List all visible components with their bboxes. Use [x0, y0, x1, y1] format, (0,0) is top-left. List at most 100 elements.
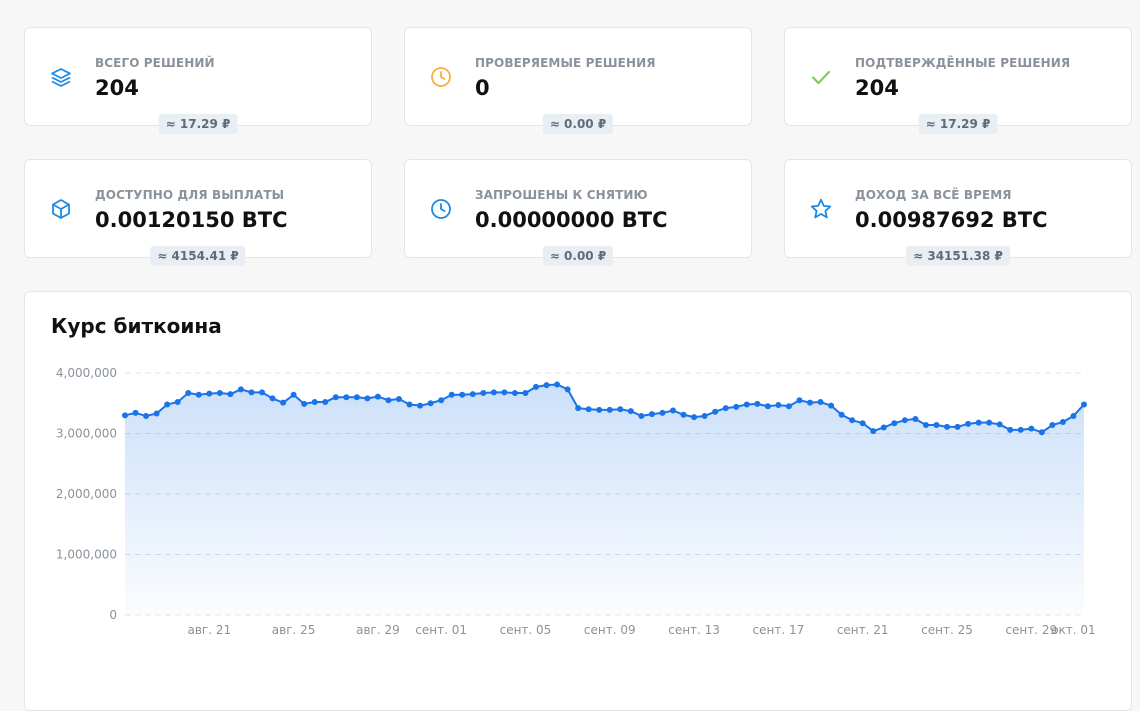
x-tick-label: авг. 29 [356, 623, 400, 637]
data-point[interactable] [480, 389, 487, 396]
data-point[interactable] [1038, 429, 1045, 436]
data-point[interactable] [965, 420, 972, 427]
stat-card-available-payout: ДОСТУПНО ДЛЯ ВЫПЛАТЫ 0.00120150 BTC ≈ 41… [24, 159, 372, 266]
data-point[interactable] [1049, 422, 1056, 429]
data-point[interactable] [722, 405, 729, 412]
data-point[interactable] [680, 411, 687, 418]
data-point[interactable] [891, 420, 898, 427]
data-point[interactable] [543, 382, 550, 389]
chart-title: Курс биткоина [51, 314, 222, 338]
data-point[interactable] [670, 407, 676, 414]
data-point[interactable] [712, 408, 719, 415]
data-point[interactable] [185, 389, 192, 396]
data-point[interactable] [501, 389, 508, 396]
data-point[interactable] [427, 400, 434, 407]
data-point[interactable] [585, 406, 592, 413]
data-point[interactable] [301, 400, 308, 407]
data-point[interactable] [575, 405, 582, 412]
data-point[interactable] [986, 419, 993, 426]
data-point[interactable] [944, 423, 950, 430]
data-point[interactable] [469, 391, 476, 398]
data-point[interactable] [417, 402, 424, 409]
data-point[interactable] [849, 417, 856, 424]
data-point[interactable] [627, 408, 634, 415]
data-point[interactable] [353, 394, 360, 401]
data-point[interactable] [343, 394, 350, 401]
data-point[interactable] [733, 403, 740, 410]
data-point[interactable] [259, 389, 265, 396]
data-point[interactable] [374, 393, 381, 400]
data-point[interactable] [1070, 412, 1077, 419]
data-point[interactable] [143, 412, 150, 419]
data-point[interactable] [122, 412, 128, 419]
data-point[interactable] [785, 403, 792, 410]
data-point[interactable] [912, 415, 919, 422]
data-point[interactable] [743, 401, 750, 408]
data-point[interactable] [290, 391, 297, 398]
data-point[interactable] [933, 422, 940, 429]
data-point[interactable] [775, 402, 782, 409]
data-point[interactable] [227, 391, 234, 398]
data-point[interactable] [237, 386, 244, 393]
data-point[interactable] [870, 428, 877, 435]
data-point[interactable] [922, 422, 929, 429]
data-point[interactable] [1017, 426, 1024, 433]
data-point[interactable] [764, 403, 771, 410]
data-point[interactable] [533, 383, 539, 390]
data-point[interactable] [195, 391, 202, 398]
data-point[interactable] [406, 401, 413, 408]
data-point[interactable] [901, 417, 908, 424]
data-point[interactable] [438, 397, 445, 404]
data-point[interactable] [248, 389, 255, 396]
data-point[interactable] [564, 386, 571, 393]
data-point[interactable] [606, 406, 613, 413]
data-point[interactable] [554, 381, 561, 388]
data-point[interactable] [1007, 426, 1014, 433]
data-point[interactable] [448, 391, 455, 398]
data-point[interactable] [216, 389, 223, 396]
data-point[interactable] [691, 414, 698, 421]
data-point[interactable] [511, 389, 518, 396]
data-point[interactable] [638, 412, 645, 419]
data-point[interactable] [364, 395, 371, 402]
data-point[interactable] [332, 394, 339, 401]
clock-icon [429, 65, 453, 89]
data-point[interactable] [174, 399, 181, 406]
data-point[interactable] [269, 395, 276, 402]
data-point[interactable] [1059, 419, 1066, 425]
data-point[interactable] [322, 399, 329, 406]
data-point[interactable] [1028, 425, 1035, 432]
data-point[interactable] [754, 400, 761, 407]
data-point[interactable] [975, 419, 982, 426]
star-icon [809, 197, 833, 221]
data-point[interactable] [648, 411, 655, 418]
data-point[interactable] [817, 399, 824, 406]
data-point[interactable] [206, 390, 213, 397]
data-point[interactable] [132, 409, 139, 416]
data-point[interactable] [1081, 401, 1087, 408]
data-point[interactable] [838, 411, 845, 418]
y-tick-label: 3,000,000 [56, 427, 117, 441]
data-point[interactable] [701, 412, 708, 419]
data-point[interactable] [490, 389, 497, 396]
data-point[interactable] [996, 421, 1003, 428]
data-point[interactable] [859, 420, 866, 427]
data-point[interactable] [153, 410, 160, 417]
data-point[interactable] [617, 406, 624, 413]
data-point[interactable] [954, 423, 961, 430]
data-point[interactable] [164, 401, 171, 408]
data-point[interactable] [280, 399, 287, 406]
data-point[interactable] [522, 389, 529, 396]
data-point[interactable] [828, 402, 835, 409]
stat-badge: ≈ 17.29 ₽ [158, 114, 238, 134]
data-point[interactable] [596, 406, 603, 413]
data-point[interactable] [311, 399, 318, 406]
data-point[interactable] [880, 424, 887, 431]
data-point[interactable] [807, 399, 813, 406]
x-tick-label: сент. 01 [415, 623, 467, 637]
data-point[interactable] [659, 409, 666, 416]
data-point[interactable] [396, 396, 402, 403]
data-point[interactable] [796, 397, 803, 404]
data-point[interactable] [459, 391, 466, 398]
data-point[interactable] [385, 397, 392, 404]
